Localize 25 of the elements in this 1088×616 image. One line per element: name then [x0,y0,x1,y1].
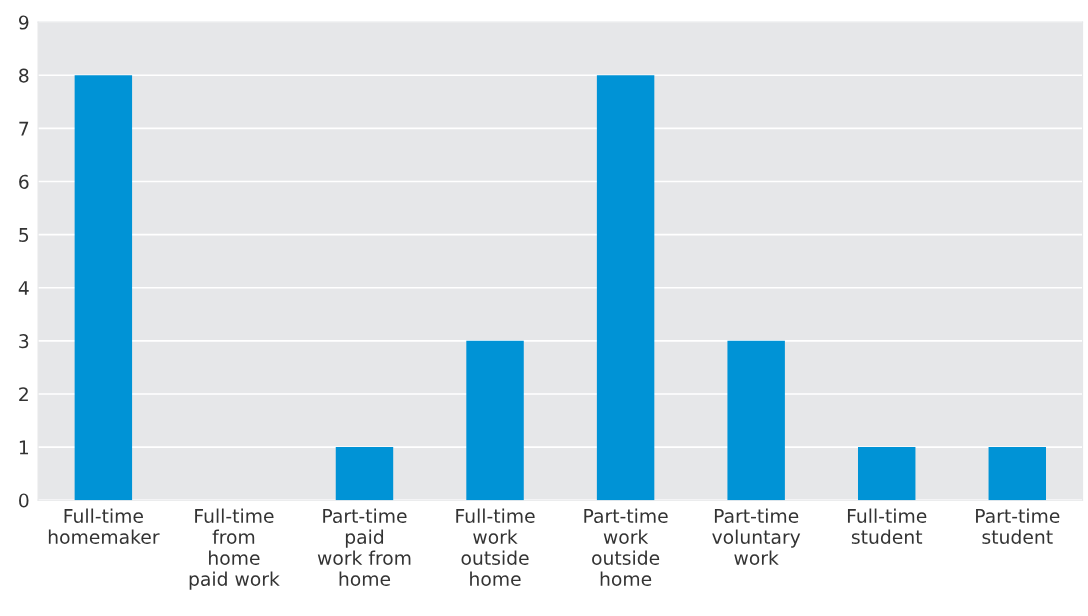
y-tick-label: 2 [19,387,28,402]
bar [335,447,394,501]
y-tick-label: 3 [19,334,29,349]
y-tick-label: 9 [19,15,29,30]
y-tick-label: 1 [19,440,29,455]
y-tick-label: 8 [19,68,29,83]
bar [466,340,524,501]
x-tick-label: Full-time from home paid work [189,508,280,590]
x-tick-label: Full-time homemaker [48,508,160,545]
y-tick-label: 6 [19,174,29,189]
y-tick-label: 0 [19,493,29,508]
x-tick-label: Part-time voluntary work [712,508,801,566]
bar [596,75,655,501]
bar [858,447,916,501]
bar [74,75,133,501]
bar [727,340,785,501]
x-tick-label: Full-time work outside home [456,508,535,587]
y-tick-label: 4 [18,281,29,295]
x-tick-label: Part-time work outside home [584,508,668,587]
bar [988,447,1046,501]
x-tick-label: Part-time paid work from home [317,508,411,587]
x-tick-label: Part-time student [976,508,1060,545]
y-tick-label: 7 [19,121,29,136]
x-tick-label: Full-time student [847,508,927,545]
y-tick-label: 5 [19,228,29,243]
